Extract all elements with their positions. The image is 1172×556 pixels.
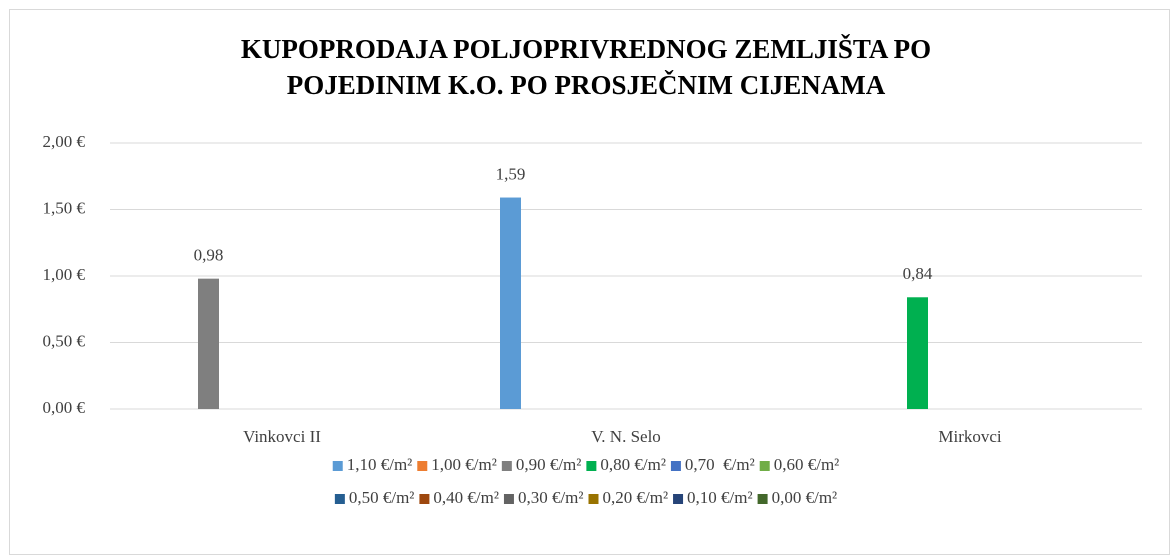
legend-label: 0,30 €/m² <box>518 488 584 507</box>
legend-swatch <box>334 494 345 504</box>
y-tick-label: 0,50 € <box>43 331 86 350</box>
x-tick-label: Vinkovci II <box>243 427 321 446</box>
chart-title: KUPOPRODAJA POLJOPRIVREDNOG ZEMLJIŠTA PO <box>241 34 931 64</box>
legend-swatch <box>670 461 681 471</box>
legend-swatch <box>503 494 514 504</box>
legend-swatch <box>419 494 430 504</box>
x-tick-label: V. N. Selo <box>591 427 661 446</box>
bar <box>907 297 928 409</box>
legend-label: 0,40 €/m² <box>433 488 499 507</box>
legend-label: 0,50 €/m² <box>349 488 415 507</box>
y-tick-label: 2,00 € <box>43 132 86 151</box>
legend-label: 0,20 €/m² <box>603 488 669 507</box>
legend-label: 0,00 €/m² <box>772 488 838 507</box>
legend-swatch <box>332 461 343 471</box>
legend-swatch <box>417 461 428 471</box>
legend-swatch <box>757 494 768 504</box>
legend-label: 0,80 €/m² <box>600 455 666 474</box>
legend-label: 0,90 €/m² <box>516 455 582 474</box>
legend-swatch <box>673 494 684 504</box>
y-tick-label: 1,00 € <box>43 265 86 284</box>
data-label: 1,59 <box>496 164 526 183</box>
y-tick-label: 1,50 € <box>43 198 86 217</box>
data-label: 0,98 <box>194 246 224 265</box>
bar <box>500 197 521 409</box>
chart-title: POJEDINIM K.O. PO PROSJEČNIM CIJENAMA <box>287 70 886 100</box>
legend-swatch <box>501 461 512 471</box>
legend-label: 0,70 €/m² <box>685 455 755 474</box>
bar <box>198 278 219 409</box>
legend-label: 1,00 €/m² <box>431 455 497 474</box>
y-tick-label: 0,00 € <box>43 398 86 417</box>
legend-swatch <box>586 461 597 471</box>
legend-label: 1,10 €/m² <box>347 455 413 474</box>
legend-swatch <box>588 494 599 504</box>
legend-label: 0,10 €/m² <box>687 488 753 507</box>
legend-label: 0,60 €/m² <box>774 455 840 474</box>
data-label: 0,84 <box>903 264 933 283</box>
x-tick-label: Mirkovci <box>938 427 1002 446</box>
legend-swatch <box>759 461 770 471</box>
